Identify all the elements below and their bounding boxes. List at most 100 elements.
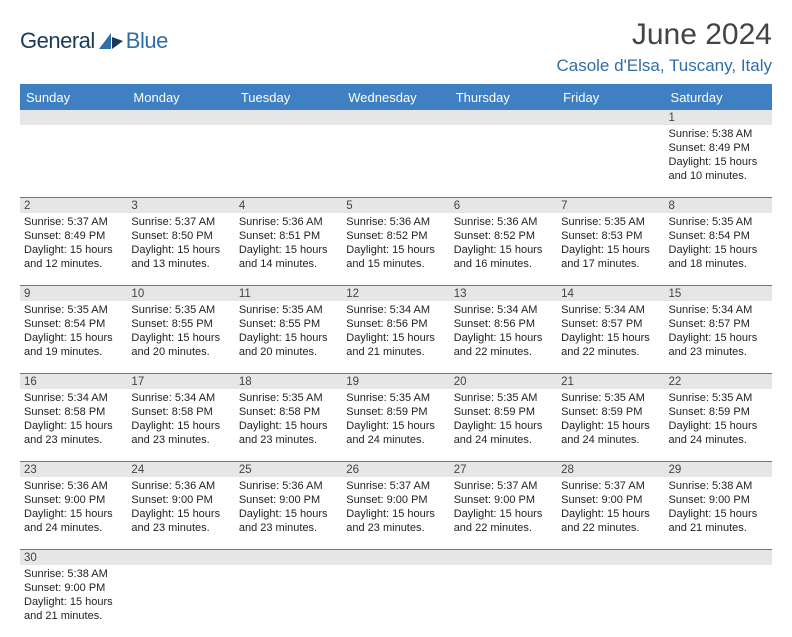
day-cell: Sunrise: 5:35 AMSunset: 8:59 PMDaylight:… — [342, 389, 449, 461]
daylight-text: Daylight: 15 hours — [346, 331, 445, 345]
day-cell: Sunrise: 5:36 AMSunset: 9:00 PMDaylight:… — [20, 477, 127, 549]
sunset-text: Sunset: 8:52 PM — [346, 229, 445, 243]
daylight-text: Daylight: 15 hours — [454, 243, 553, 257]
sunrise-text: Sunrise: 5:35 AM — [131, 303, 230, 317]
day-number: 10 — [127, 286, 234, 301]
day-number-bar: 23242526272829 — [20, 462, 772, 477]
sunrise-text: Sunrise: 5:35 AM — [561, 215, 660, 229]
sunrise-text: Sunrise: 5:35 AM — [669, 215, 768, 229]
day-number: 17 — [127, 374, 234, 389]
day-number: 24 — [127, 462, 234, 477]
sunrise-text: Sunrise: 5:37 AM — [561, 479, 660, 493]
day-cell: Sunrise: 5:36 AMSunset: 8:52 PMDaylight:… — [342, 213, 449, 285]
sunset-text: Sunset: 9:00 PM — [346, 493, 445, 507]
day-cell: Sunrise: 5:37 AMSunset: 9:00 PMDaylight:… — [342, 477, 449, 549]
sunset-text: Sunset: 8:50 PM — [131, 229, 230, 243]
day-number: 19 — [342, 374, 449, 389]
daylight-text: Daylight: 15 hours — [24, 243, 123, 257]
sunset-text: Sunset: 8:58 PM — [24, 405, 123, 419]
day-number: 23 — [20, 462, 127, 477]
sunrise-text: Sunrise: 5:35 AM — [346, 391, 445, 405]
day-cell: Sunrise: 5:36 AMSunset: 8:51 PMDaylight:… — [235, 213, 342, 285]
day-number: 14 — [557, 286, 664, 301]
sunrise-text: Sunrise: 5:36 AM — [239, 479, 338, 493]
sunrise-text: Sunrise: 5:37 AM — [346, 479, 445, 493]
day-cells-bar: Sunrise: 5:38 AMSunset: 8:49 PMDaylight:… — [20, 125, 772, 198]
day-number — [557, 110, 664, 125]
daylight-text: Daylight: 15 hours — [24, 331, 123, 345]
day-cells-bar: Sunrise: 5:35 AMSunset: 8:54 PMDaylight:… — [20, 301, 772, 374]
day-cell — [450, 565, 557, 637]
logo-text-general: General — [20, 28, 95, 53]
daylight-text: Daylight: 15 hours — [24, 507, 123, 521]
title-block: June 2024 Casole d'Elsa, Tuscany, Italy — [556, 18, 772, 76]
sunrise-text: Sunrise: 5:37 AM — [454, 479, 553, 493]
sunset-text: Sunset: 8:59 PM — [454, 405, 553, 419]
day-number — [127, 110, 234, 125]
weekday-header: Sunday — [20, 86, 127, 110]
daylight-text: and 12 minutes. — [24, 257, 123, 271]
daylight-text: and 20 minutes. — [131, 345, 230, 359]
daylight-text: and 16 minutes. — [454, 257, 553, 271]
day-cell: Sunrise: 5:36 AMSunset: 8:52 PMDaylight:… — [450, 213, 557, 285]
daylight-text: Daylight: 15 hours — [346, 243, 445, 257]
day-cell: Sunrise: 5:38 AMSunset: 9:00 PMDaylight:… — [20, 565, 127, 637]
sunrise-text: Sunrise: 5:37 AM — [24, 215, 123, 229]
day-cell: Sunrise: 5:34 AMSunset: 8:58 PMDaylight:… — [127, 389, 234, 461]
day-cell — [127, 125, 234, 197]
daylight-text: Daylight: 15 hours — [454, 419, 553, 433]
sunrise-text: Sunrise: 5:36 AM — [454, 215, 553, 229]
day-number: 21 — [557, 374, 664, 389]
sunset-text: Sunset: 8:57 PM — [669, 317, 768, 331]
sunset-text: Sunset: 8:54 PM — [669, 229, 768, 243]
sunrise-text: Sunrise: 5:35 AM — [669, 391, 768, 405]
daylight-text: and 23 minutes. — [131, 433, 230, 447]
day-number: 30 — [20, 550, 127, 565]
day-number: 1 — [665, 110, 772, 125]
weekday-header: Monday — [127, 86, 234, 110]
day-cell: Sunrise: 5:35 AMSunset: 8:53 PMDaylight:… — [557, 213, 664, 285]
day-cell — [450, 125, 557, 197]
day-number: 6 — [450, 198, 557, 213]
daylight-text: Daylight: 15 hours — [669, 155, 768, 169]
weekday-header: Tuesday — [235, 86, 342, 110]
day-cell — [127, 565, 234, 637]
sunset-text: Sunset: 9:00 PM — [131, 493, 230, 507]
day-number: 20 — [450, 374, 557, 389]
sunrise-text: Sunrise: 5:35 AM — [239, 303, 338, 317]
day-number: 7 — [557, 198, 664, 213]
day-cell: Sunrise: 5:38 AMSunset: 9:00 PMDaylight:… — [665, 477, 772, 549]
day-number-bar: 16171819202122 — [20, 374, 772, 389]
day-cell: Sunrise: 5:34 AMSunset: 8:58 PMDaylight:… — [20, 389, 127, 461]
daylight-text: Daylight: 15 hours — [346, 507, 445, 521]
sunrise-text: Sunrise: 5:34 AM — [346, 303, 445, 317]
daylight-text: Daylight: 15 hours — [131, 331, 230, 345]
day-cell: Sunrise: 5:35 AMSunset: 8:54 PMDaylight:… — [665, 213, 772, 285]
day-cells-bar: Sunrise: 5:34 AMSunset: 8:58 PMDaylight:… — [20, 389, 772, 462]
day-cell: Sunrise: 5:35 AMSunset: 8:55 PMDaylight:… — [127, 301, 234, 373]
weekday-header: Saturday — [665, 86, 772, 110]
logo-text-blue: Blue — [126, 28, 168, 53]
weekday-header: Friday — [557, 86, 664, 110]
sunset-text: Sunset: 8:53 PM — [561, 229, 660, 243]
day-number — [665, 550, 772, 565]
day-number-bar: 2345678 — [20, 198, 772, 213]
daylight-text: Daylight: 15 hours — [24, 419, 123, 433]
week-row: 30Sunrise: 5:38 AMSunset: 9:00 PMDayligh… — [20, 550, 772, 637]
sunset-text: Sunset: 9:00 PM — [24, 581, 123, 595]
daylight-text: Daylight: 15 hours — [131, 419, 230, 433]
sunset-text: Sunset: 9:00 PM — [454, 493, 553, 507]
sunset-text: Sunset: 9:00 PM — [24, 493, 123, 507]
day-number — [450, 550, 557, 565]
week-row: 16171819202122Sunrise: 5:34 AMSunset: 8:… — [20, 374, 772, 462]
weekday-header: Thursday — [450, 86, 557, 110]
day-cell: Sunrise: 5:37 AMSunset: 8:49 PMDaylight:… — [20, 213, 127, 285]
daylight-text: Daylight: 15 hours — [561, 243, 660, 257]
sunset-text: Sunset: 8:59 PM — [346, 405, 445, 419]
day-cell — [235, 565, 342, 637]
day-number: 13 — [450, 286, 557, 301]
weekday-header-row: Sunday Monday Tuesday Wednesday Thursday… — [20, 86, 772, 110]
daylight-text: and 15 minutes. — [346, 257, 445, 271]
day-cell: Sunrise: 5:35 AMSunset: 8:59 PMDaylight:… — [450, 389, 557, 461]
day-cell: Sunrise: 5:37 AMSunset: 9:00 PMDaylight:… — [557, 477, 664, 549]
